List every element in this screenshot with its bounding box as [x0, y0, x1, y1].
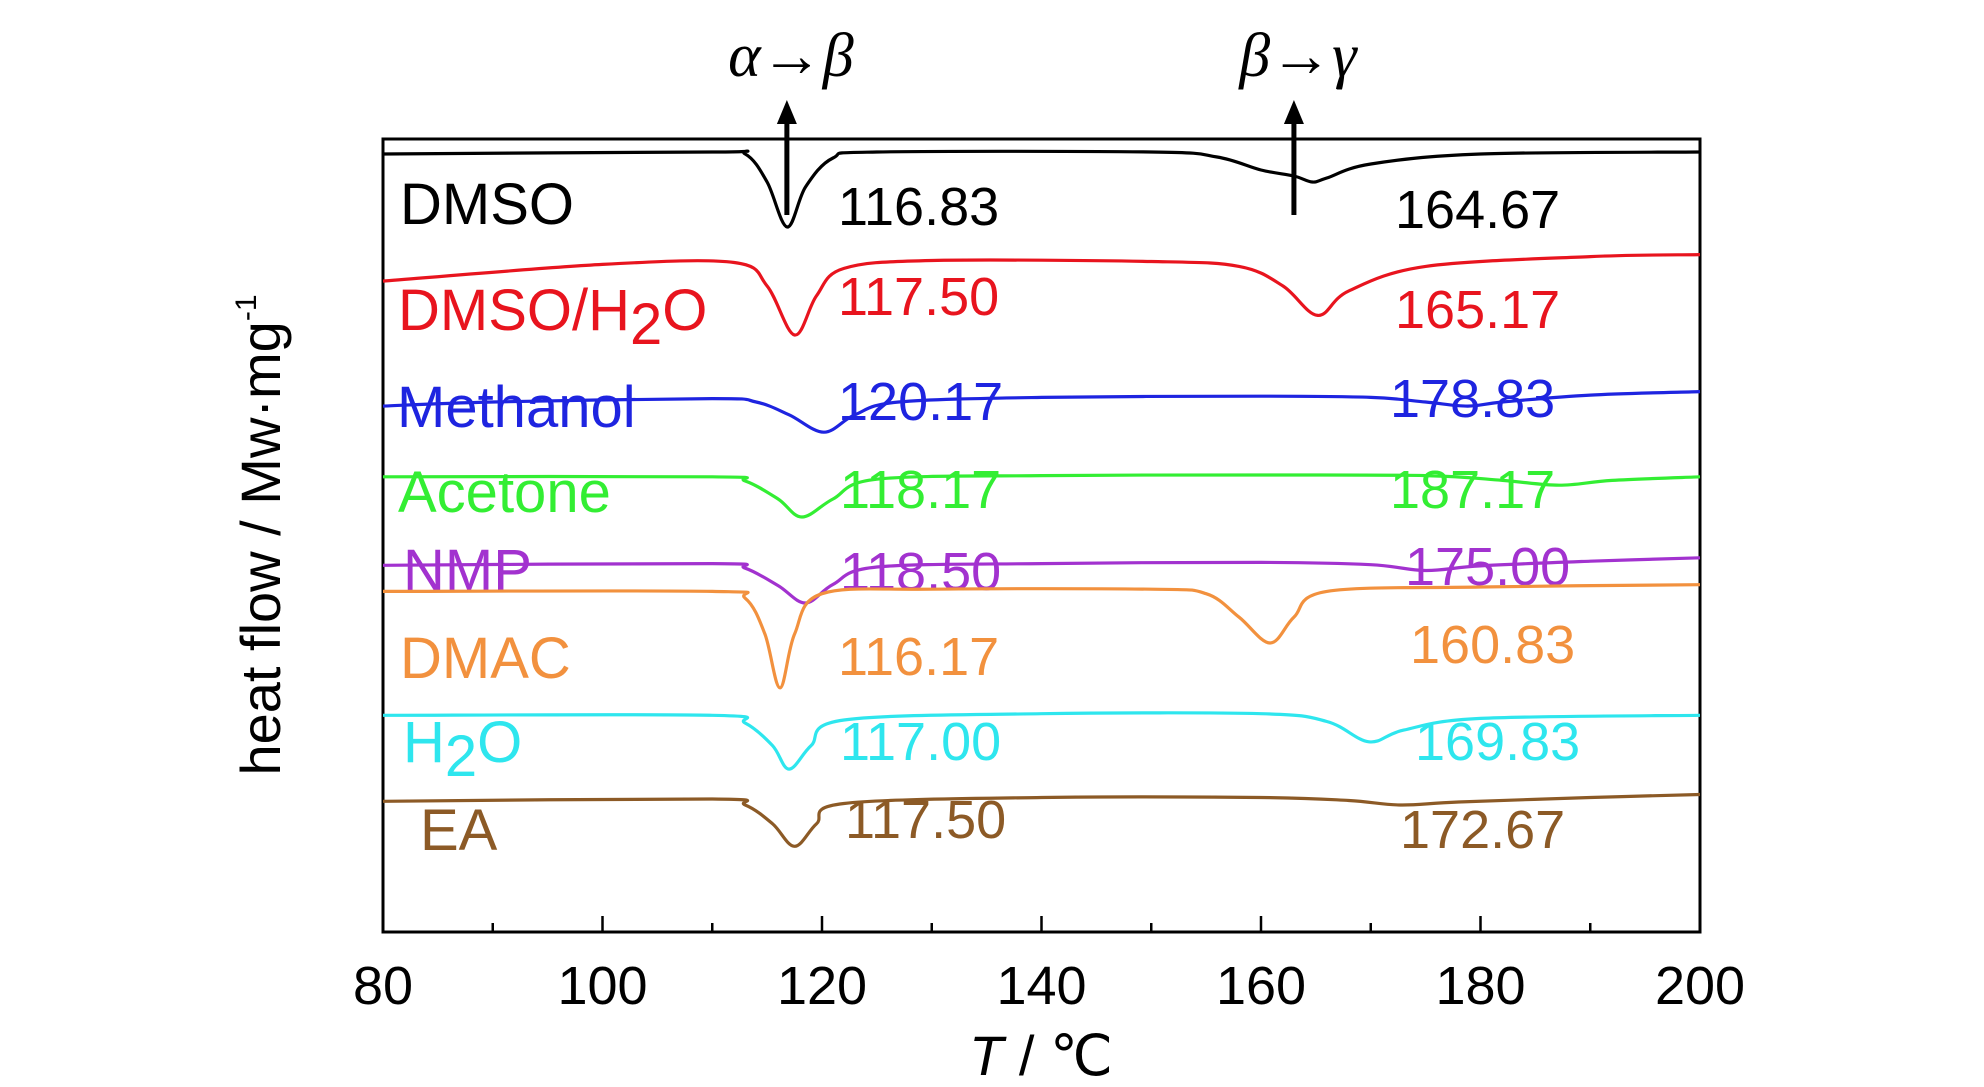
peak2-label: 178.83: [1390, 369, 1555, 429]
peak1-label: 116.83: [838, 177, 999, 237]
series-name-subscript: 2: [630, 292, 662, 357]
x-axis-tick-labels: 80 100 120 140 160 180 200: [353, 956, 1745, 1016]
peak2-label: 160.83: [1410, 615, 1575, 675]
transition-arrow-head: [776, 100, 797, 124]
x-axis-ticks: [381, 916, 1702, 932]
peak2-label: 187.17: [1390, 460, 1555, 520]
transition-label: α→β: [728, 22, 854, 90]
series-group: Acetone 118.17 187.17: [382, 460, 1701, 525]
x-axis-variable: T: [969, 1024, 1007, 1087]
x-tick-label: 200: [1655, 956, 1745, 1016]
series-name-label: H2O: [403, 710, 522, 789]
series-line: [382, 711, 1701, 771]
series-name-tail: O: [662, 278, 707, 343]
x-tick-label: 100: [557, 956, 647, 1016]
transition-marker: β→γ: [1238, 22, 1358, 215]
x-tick-label: 80: [353, 956, 413, 1016]
series-line: [382, 253, 1701, 337]
series-group: Methanol 120.17 178.83: [382, 369, 1701, 440]
series-line: [382, 149, 1701, 229]
series-group: DMSO 116.83 164.67: [382, 149, 1701, 240]
series-name-tail: O: [477, 710, 522, 775]
series-name-label: Methanol: [397, 375, 636, 440]
series-name-text: H: [403, 710, 445, 775]
peak1-label: 117.00: [840, 712, 1001, 772]
series-name-label: DMSO: [400, 172, 574, 237]
peak1-label: 117.50: [845, 790, 1006, 850]
series-name-label: Acetone: [398, 460, 611, 525]
series-group: DMAC 116.17 160.83: [382, 583, 1701, 691]
series-group: H2O 117.00 169.83: [382, 710, 1701, 789]
y-axis-title-text: heat flow / Mw·mg: [229, 321, 292, 775]
series-name-label: EA: [420, 798, 498, 863]
series-name-text: DMAC: [400, 626, 571, 691]
series-group: EA 117.50 172.67: [382, 790, 1701, 863]
series-line: [382, 390, 1701, 434]
series-name-label: DMSO/H2O: [398, 278, 707, 357]
y-axis-title-superscript: -1: [230, 294, 263, 321]
series-line: [382, 473, 1701, 519]
peak1-label: 118.17: [840, 460, 1001, 520]
series-name-text: DMSO/H: [398, 278, 630, 343]
peak1-label: 118.50: [840, 542, 1001, 602]
peak2-label: 164.67: [1395, 180, 1560, 240]
peak1-label: 116.17: [838, 627, 999, 687]
peak1-label: 120.17: [838, 372, 1003, 432]
series-name-label: NMP: [403, 538, 532, 603]
series-name-text: EA: [420, 798, 498, 863]
peak2-label: 172.67: [1400, 800, 1565, 860]
x-tick-label: 120: [777, 956, 867, 1016]
y-axis-title: heat flow / Mw·mg-1: [229, 294, 292, 775]
x-tick-label: 140: [996, 956, 1086, 1016]
transition-marker: α→β: [728, 22, 854, 215]
x-axis-unit: / ℃: [1003, 1024, 1113, 1087]
series-group: DMSO/H2O 117.50 165.17: [382, 253, 1701, 357]
x-tick-label: 160: [1216, 956, 1306, 1016]
series-name-label: DMAC: [400, 626, 571, 691]
transition-annotations: α→β β→γ: [728, 22, 1358, 215]
transition-label: β→γ: [1238, 22, 1358, 90]
series-line: [382, 792, 1701, 848]
peak2-label: 169.83: [1415, 712, 1580, 772]
peak1-label: 117.50: [838, 267, 999, 327]
series-line: [382, 583, 1701, 690]
series-name-text: NMP: [403, 538, 532, 603]
x-tick-label: 180: [1435, 956, 1525, 1016]
x-axis-title: T / ℃: [969, 1024, 1113, 1087]
series-group: NMP 118.50 175.00: [382, 537, 1701, 605]
transition-arrow-head: [1283, 100, 1304, 124]
peak2-label: 165.17: [1395, 280, 1560, 340]
series-name-text: Methanol: [397, 375, 636, 440]
series-name-text: Acetone: [398, 460, 611, 525]
series-name-text: DMSO: [400, 172, 574, 237]
series-line: [382, 556, 1701, 605]
series-name-subscript: 2: [445, 724, 477, 789]
